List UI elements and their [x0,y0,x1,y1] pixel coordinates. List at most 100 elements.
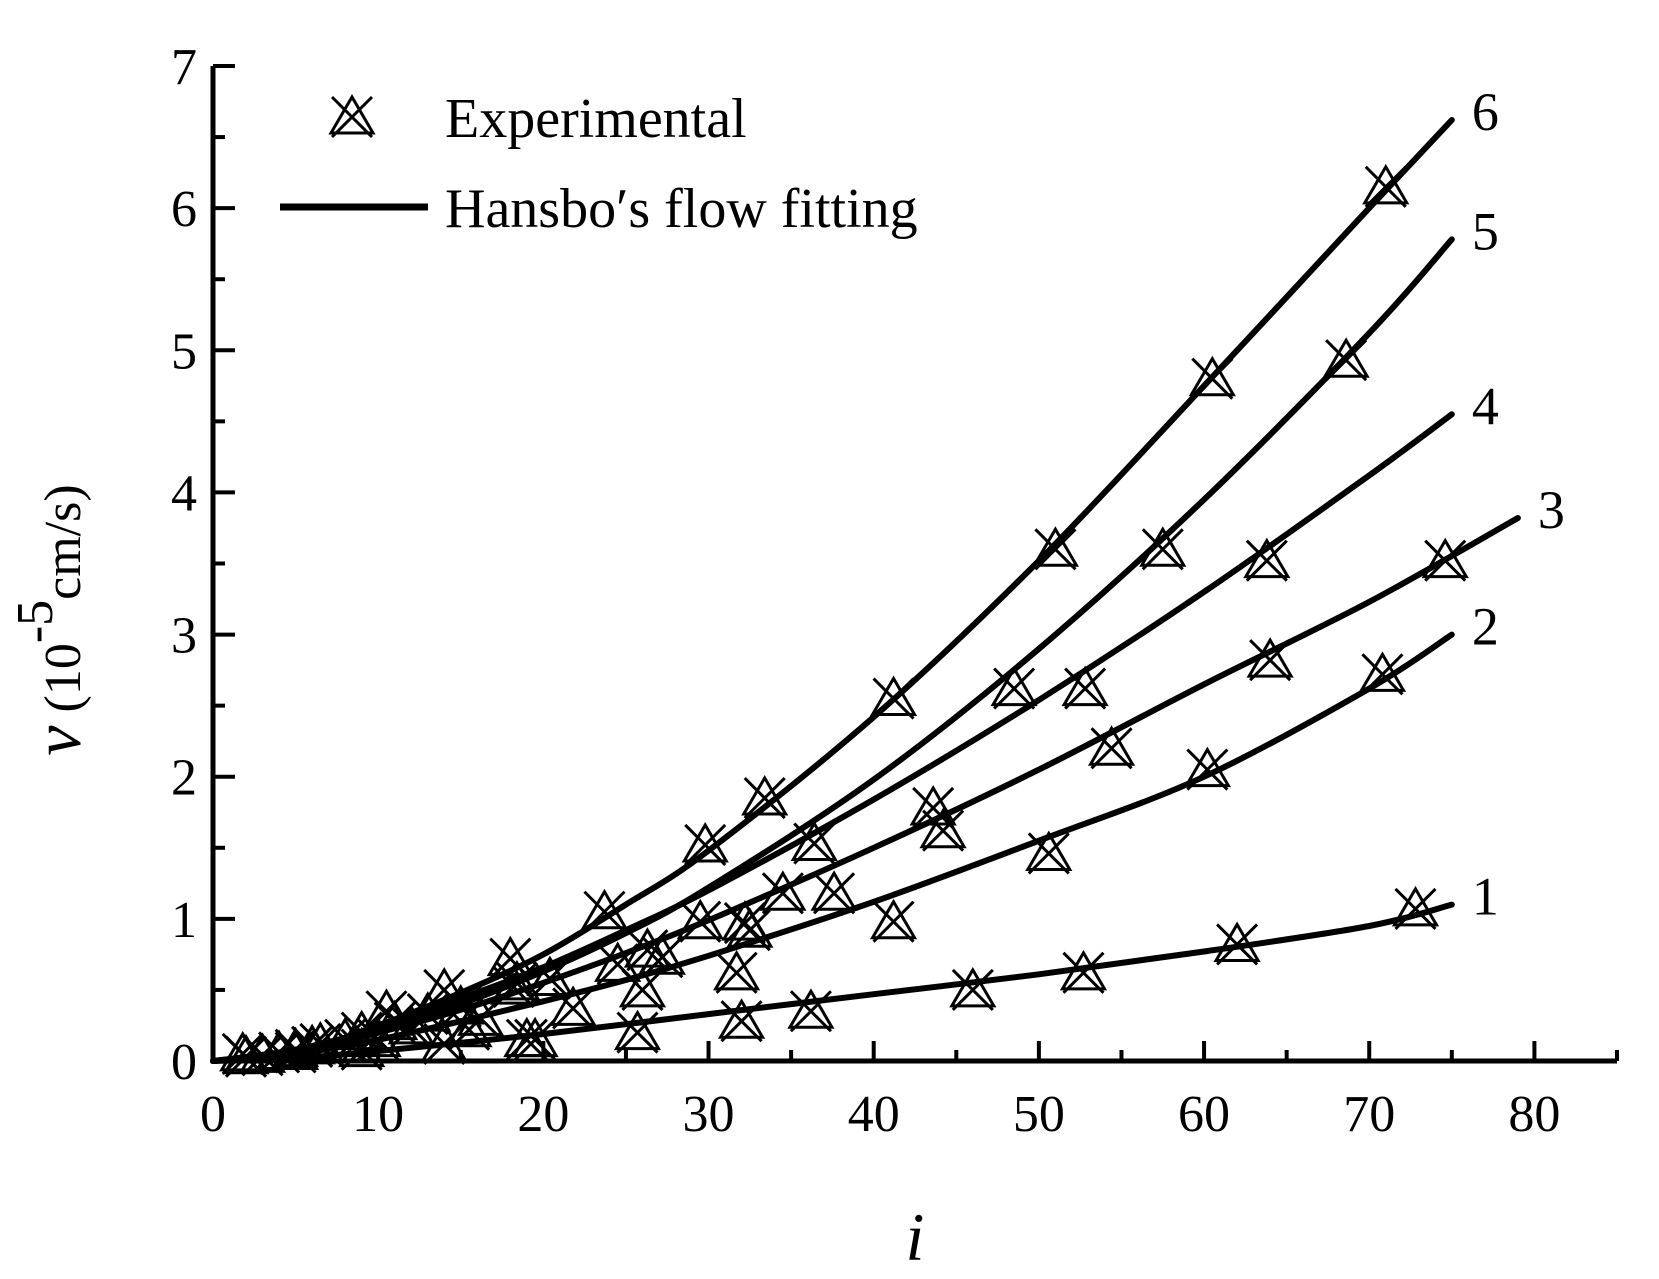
data-point-series-2-triangle [869,898,918,940]
data-point-series-5-stroke [596,943,639,986]
data-point-series-3-stroke [813,872,856,915]
data-point-series-5 [990,665,1038,710]
data-point-series-4-stroke [274,1028,317,1071]
data-point-series-4-triangle [526,955,574,997]
data-point-series-6-stroke [489,937,532,980]
data-point-series-4 [638,934,686,979]
data-point-series-5 [594,941,642,986]
data-point-series-3-triangle [549,985,597,1026]
data-point-series-3-triangle [1246,637,1294,678]
data-point-series-6 [681,821,729,867]
data-point-series-6 [1188,355,1236,400]
data-point-series-1-triangle [787,988,835,1029]
x-tick-label: 0 [200,1086,226,1143]
x-tick-label: 30 [683,1086,735,1143]
data-point-series-2 [869,898,918,943]
data-point-series-2 [1183,746,1231,791]
data-point-series-3-triangle [919,807,967,849]
data-point-series-4-triangle [404,991,452,1032]
data-point-series-3-stroke [1424,539,1467,582]
data-point-series-5-triangle [594,941,642,982]
data-point-series-3 [810,870,858,915]
data-point-series-6-triangle [1362,163,1410,205]
data-point-series-1-stroke [616,1011,659,1054]
series-label-2: 2 [1472,597,1499,657]
data-point-series-5-triangle [490,964,538,1005]
data-point-series-3-stroke [922,809,965,852]
data-point-series-6-triangle [681,821,729,863]
data-point-series-4-stroke [1064,667,1107,710]
data-point-series-5-triangle [1322,337,1370,378]
data-point-series-4-triangle [759,870,807,911]
x-tick-label: 50 [1013,1086,1065,1143]
data-point-series-6-triangle [420,966,468,1008]
data-point-series-5-triangle [676,898,724,940]
data-point-series-2-triangle [1358,651,1407,692]
data-point-series-5-stroke [1141,528,1184,571]
data-point-series-1 [1059,949,1108,994]
data-point-series-1-triangle [949,966,997,1008]
data-point-series-4-stroke [406,993,449,1036]
data-point-series-6-triangle [486,935,534,977]
data-point-series-6-triangle [219,1030,267,1072]
data-point-series-1-triangle [1213,921,1261,962]
y-axis-symbol: v [19,725,95,756]
data-point-series-2-stroke [1027,832,1070,875]
data-point-series-2-triangle [618,966,667,1008]
data-point-series-3 [1087,725,1136,770]
series-label-5: 5 [1472,201,1499,261]
data-point-series-3-stroke [390,1005,433,1048]
data-point-series-4-stroke [641,936,684,979]
data-point-series-1 [1213,921,1261,966]
data-point-series-6-triangle [362,988,411,1029]
data-point-series-4-stroke [528,957,572,1000]
data-point-series-3-triangle [1087,725,1136,766]
fit-line-series-6 [210,117,1455,1064]
y-tick-label: 5 [171,323,197,380]
data-point-series-4-stroke [728,909,771,952]
data-point-series-6 [362,988,411,1033]
y-tick-label: 1 [171,892,197,949]
data-point-series-3-triangle [1421,537,1469,579]
data-point-series-4-stroke [340,1011,383,1054]
data-point-series-5-triangle [1139,526,1187,567]
data-point-series-1-stroke [720,1000,763,1043]
data-point-series-4 [526,955,574,1000]
data-point-series-4 [404,991,452,1036]
data-point-series-2-triangle [712,949,761,991]
x-tick-label: 40 [848,1086,900,1143]
data-point-series-6-triangle [869,675,918,717]
data-point-series-2 [1358,651,1407,696]
data-point-series-4-triangle [909,785,957,826]
data-point-series-5-stroke [679,900,722,943]
data-point-series-1-stroke [789,990,832,1033]
data-point-series-1-stroke [1216,923,1259,966]
y-tick-label: 2 [171,750,197,807]
y-tick-label: 0 [171,1034,197,1091]
data-point-series-3-stroke [1249,639,1292,682]
data-point-series-3-stroke [258,1031,301,1074]
data-point-series-6 [1031,526,1080,571]
y-tick-label: 7 [171,39,197,96]
data-point-series-6-stroke [684,823,727,867]
data-point-series-4-triangle [638,934,686,975]
data-point-series-6 [486,935,534,980]
data-point-series-3-triangle [255,1029,303,1070]
data-point-series-6-triangle [296,1020,344,1062]
data-point-series-1-stroke [951,968,994,1011]
data-point-series-4 [338,1009,386,1054]
data-point-series-4-triangle [1061,665,1109,707]
y-axis-unit-exponent: -5 [7,600,64,643]
x-tick-label: 60 [1178,1086,1230,1143]
fit-line-series-3 [210,515,1521,1064]
legend-marker-experimental [328,94,376,139]
data-point-series-6-stroke [743,776,786,820]
data-point-series-4-triangle [1243,537,1291,579]
legend: Experimental Hansbo′s flow fitting [280,88,918,240]
data-point-series-1-triangle [717,998,766,1039]
data-point-series-6-triangle [1188,355,1236,397]
data-point-series-6-stroke [221,1032,264,1075]
x-tick-label: 20 [517,1086,569,1143]
data-point-series-5-triangle [990,665,1038,707]
data-point-series-1 [787,988,835,1033]
